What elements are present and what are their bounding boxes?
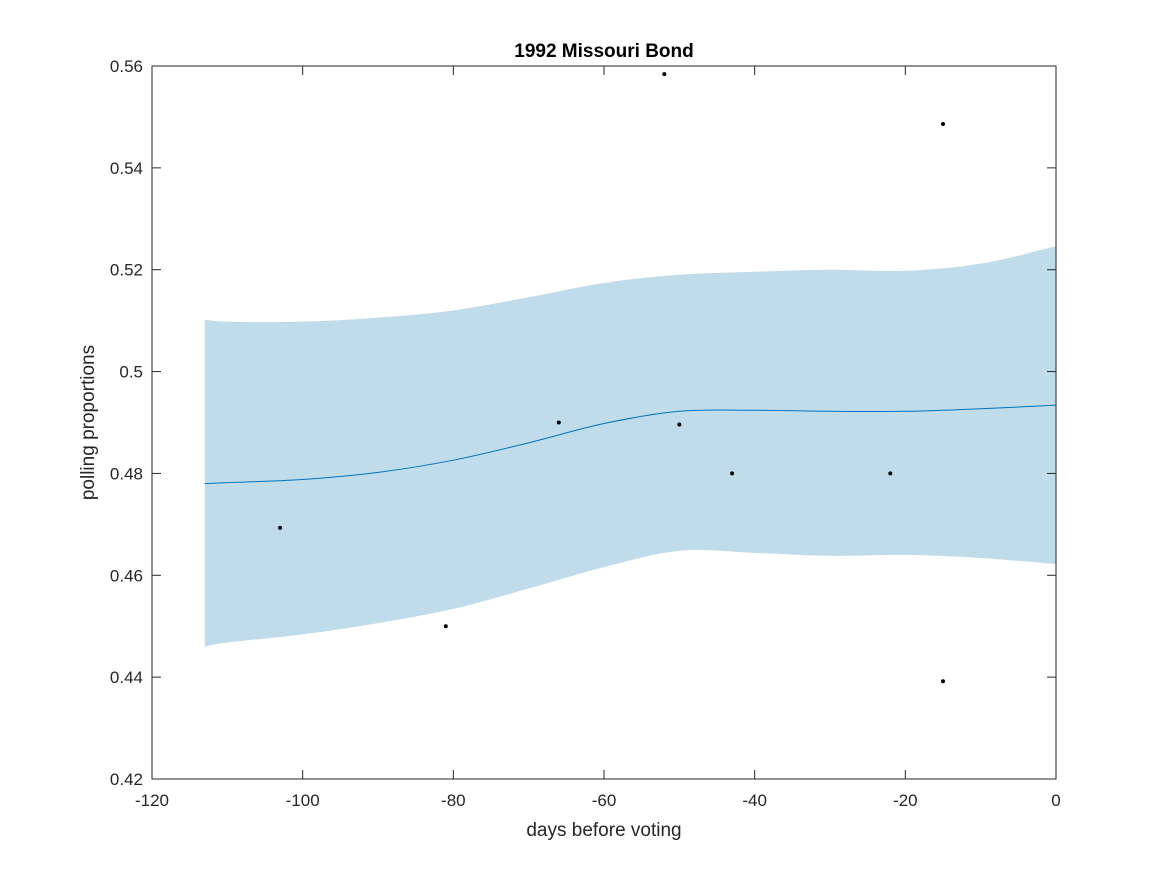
trend-line [204, 404, 1057, 485]
data-point [278, 525, 283, 530]
y-tick-label: 0.42 [110, 770, 143, 789]
text-layer: 1992 Missouri Bond days before voting po… [78, 41, 694, 841]
x-axis-label: days before voting [526, 820, 681, 841]
y-tick-label: 0.44 [110, 668, 143, 687]
data-point [888, 471, 893, 476]
y-tick-label: 0.56 [110, 57, 143, 76]
x-tick-label: 0 [1051, 791, 1060, 810]
confidence-band [204, 246, 1057, 647]
x-tick-label: -80 [441, 791, 466, 810]
y-tick-label: 0.5 [119, 363, 143, 382]
data-point [677, 422, 682, 427]
data-point [730, 471, 735, 476]
data-points-layer [278, 72, 945, 684]
trend-line-layer [204, 404, 1057, 485]
axes-layer: -120 -100 -80 -60 -40 -20 0 0.42 0.44 0.46 0.48 0.5… [110, 57, 1061, 810]
data-point [941, 679, 945, 684]
data-point [662, 72, 667, 77]
x-tick-label: -100 [286, 791, 320, 810]
y-tick-label: 0.54 [110, 159, 143, 178]
confidence-band-layer [204, 246, 1057, 647]
y-axis-label: polling proportions [78, 345, 99, 500]
data-point [941, 122, 945, 127]
x-tick-label: -120 [135, 791, 169, 810]
y-tick-label: 0.46 [110, 566, 143, 585]
y-tick-label: 0.48 [110, 464, 143, 483]
x-tick-label: -60 [592, 791, 617, 810]
data-point [443, 624, 448, 629]
chart-title: 1992 Missouri Bond [514, 41, 694, 62]
x-tick-label: -40 [742, 791, 767, 810]
x-tick-label: -20 [893, 791, 918, 810]
y-tick-label: 0.52 [110, 261, 143, 280]
data-point [556, 420, 561, 425]
